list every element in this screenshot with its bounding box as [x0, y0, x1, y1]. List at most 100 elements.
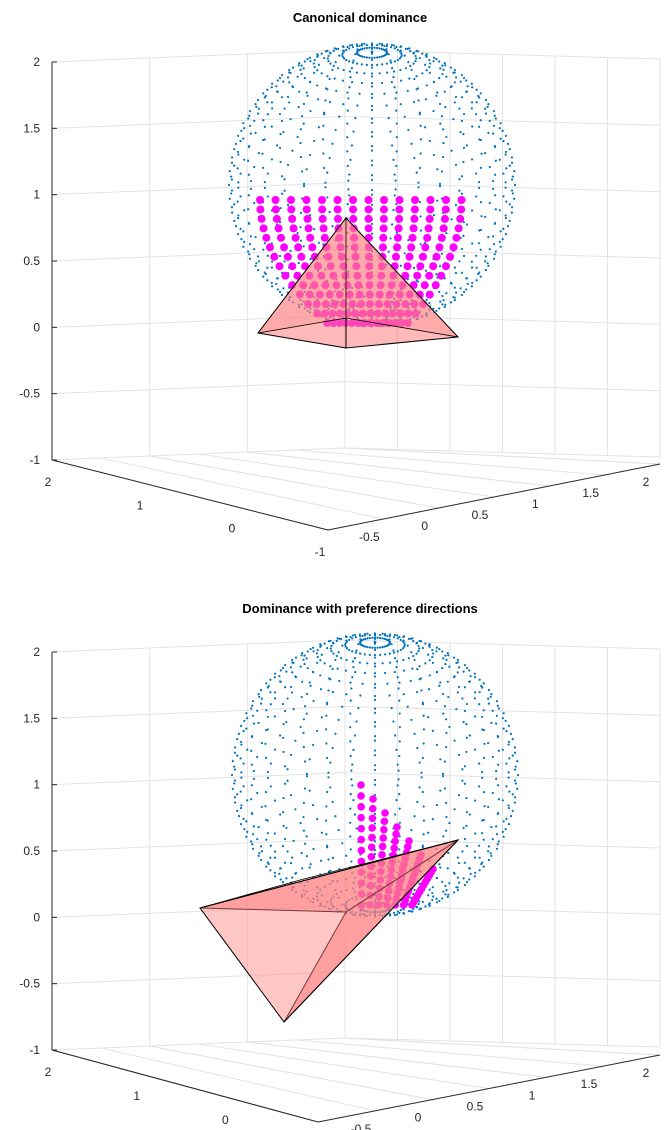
sphere-point	[443, 90, 446, 93]
sphere-point	[281, 666, 285, 670]
dominance-cone	[199, 839, 460, 1023]
highlight-point	[416, 262, 425, 271]
highlight-point	[368, 804, 377, 813]
sphere-point	[344, 669, 348, 672]
sphere-point	[370, 85, 374, 88]
sphere-point	[458, 260, 461, 263]
sphere-point	[462, 290, 466, 294]
highlight-point	[420, 281, 429, 290]
sphere-point	[456, 671, 459, 674]
sphere-point	[427, 831, 430, 834]
highlight-point	[302, 205, 311, 214]
sphere-point	[250, 763, 253, 766]
sphere-point	[246, 748, 249, 751]
sphere-point	[347, 179, 350, 182]
sphere-point	[354, 636, 357, 639]
sphere-point	[490, 854, 493, 857]
sphere-point	[378, 42, 381, 45]
sphere-point	[296, 75, 299, 78]
sphere-point	[390, 43, 393, 47]
sphere-point	[482, 728, 486, 732]
sphere-point	[432, 153, 436, 157]
sphere-point	[285, 720, 288, 724]
sphere-point	[462, 76, 466, 80]
sphere-point	[381, 637, 384, 640]
sphere-point	[250, 749, 253, 752]
sphere-point	[393, 657, 397, 660]
sphere-point	[294, 656, 298, 659]
sphere-point	[234, 224, 238, 228]
sphere-point	[313, 71, 316, 74]
sphere-point	[285, 826, 288, 830]
sphere-point	[383, 637, 386, 640]
sphere-point	[316, 648, 319, 652]
sphere-point	[248, 222, 251, 226]
highlight-point	[265, 243, 274, 252]
sphere-point	[262, 248, 265, 251]
sphere-point	[403, 115, 406, 118]
sphere-point	[341, 842, 344, 845]
sphere-point	[474, 676, 477, 679]
sphere-point	[282, 130, 285, 134]
sphere-point	[479, 166, 483, 169]
sphere-point	[228, 169, 231, 173]
sphere-point	[276, 144, 279, 147]
sphere-point	[243, 158, 246, 161]
highlight-point	[357, 781, 365, 789]
sphere-point	[386, 71, 389, 74]
sphere-point	[368, 633, 371, 637]
sphere-point	[348, 173, 351, 176]
sphere-point	[233, 796, 237, 799]
sphere-point	[412, 62, 415, 65]
sphere-point	[396, 650, 399, 653]
sphere-point	[300, 851, 303, 855]
sphere-point	[350, 144, 354, 147]
sphere-point	[492, 124, 496, 127]
sphere-point	[424, 269, 428, 272]
right-tick-label: -0.5	[359, 530, 380, 544]
sphere-point	[453, 68, 456, 72]
sphere-point	[256, 791, 259, 795]
sphere-point	[334, 732, 337, 735]
sphere-point	[418, 166, 421, 170]
sphere-point	[436, 168, 439, 171]
highlight-point	[379, 205, 388, 214]
sphere-point	[487, 845, 491, 848]
sphere-point	[332, 49, 335, 53]
sphere-point	[398, 754, 401, 757]
highlight-point	[395, 196, 404, 204]
sphere-point	[412, 654, 415, 658]
sphere-point	[398, 793, 401, 796]
sphere-point	[324, 181, 327, 184]
sphere-point	[273, 691, 277, 694]
sphere-point	[326, 171, 329, 174]
sphere-point	[407, 238, 410, 242]
sphere-point	[342, 68, 345, 72]
sphere-point	[308, 758, 311, 761]
sphere-point	[351, 660, 355, 663]
sphere-point	[289, 685, 293, 689]
highlight-point	[349, 196, 357, 204]
sphere-point	[373, 640, 377, 644]
sphere-point	[432, 109, 435, 113]
sphere-point	[263, 125, 266, 128]
sphere-point	[454, 271, 458, 275]
sphere-point	[494, 208, 497, 211]
sphere-point	[449, 301, 453, 304]
sphere-point	[395, 164, 398, 167]
sphere-point	[415, 905, 418, 908]
sphere-point	[406, 644, 409, 647]
sphere-point	[456, 876, 459, 879]
sphere-point	[414, 60, 417, 63]
sphere-point	[444, 893, 447, 896]
sphere-point	[439, 758, 442, 761]
sphere-point	[422, 742, 425, 745]
sphere-point	[481, 728, 484, 731]
sphere-point	[510, 161, 514, 164]
sphere-point	[351, 634, 355, 637]
sphere-point	[283, 663, 287, 667]
sphere-point	[478, 691, 481, 694]
sphere-point	[470, 101, 474, 104]
sphere-point	[425, 84, 428, 87]
sphere-point	[351, 80, 354, 84]
